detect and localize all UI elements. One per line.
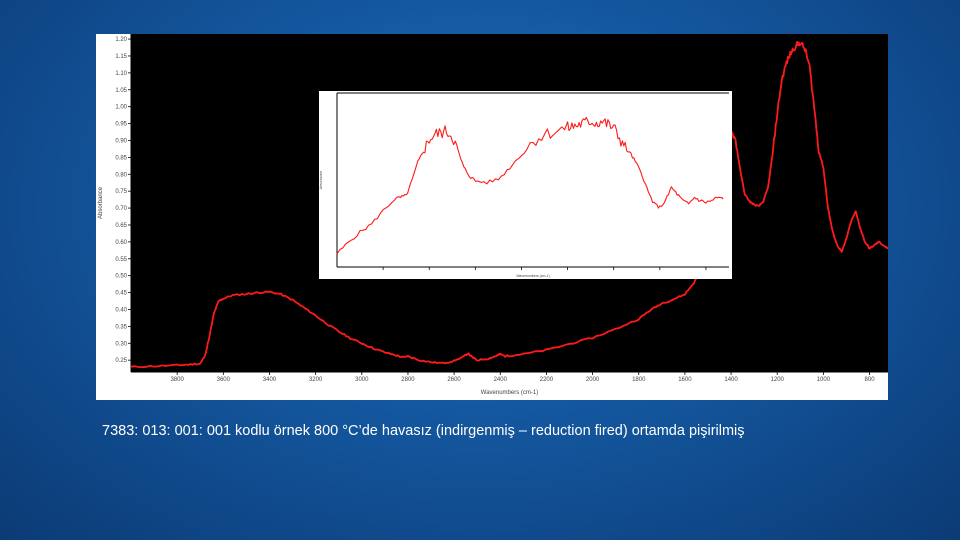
main-y-tick-label: 0.90 [115, 138, 127, 144]
inset-series-line [336, 116, 724, 255]
main-x-tick-label: 3600 [217, 377, 231, 383]
main-x-tick-label: 2200 [540, 377, 554, 383]
main-y-tick-label: 0.65 [115, 223, 127, 229]
main-y-tick-label: 0.70 [115, 206, 127, 212]
main-x-tick-label: 2600 [447, 377, 461, 383]
main-y-tick-label: 0.80 [115, 172, 127, 178]
main-y-tick-label: 0.50 [115, 274, 127, 280]
main-y-tick-label: 0.85 [115, 155, 127, 161]
main-x-tick-label: 2000 [586, 377, 600, 383]
main-y-tick-label: 1.10 [115, 71, 127, 77]
main-x-tick-label: 1000 [817, 377, 831, 383]
main-series-line [130, 41, 888, 369]
main-x-tick-label: 2800 [401, 377, 415, 383]
main-y-tick-label: 0.75 [115, 189, 127, 195]
main-y-tick-label: 1.05 [115, 88, 127, 94]
main-x-tick-label: 1600 [678, 377, 692, 383]
main-x-axis-label: Wavenumbers (cm-1) [481, 390, 538, 396]
figure-caption: 7383: 013: 001: 001 kodlu örnek 800 °C’d… [102, 423, 745, 439]
main-x-tick-label: 1400 [724, 377, 738, 383]
main-y-tick-label: 0.55 [115, 257, 127, 263]
main-y-tick-label: 1.20 [115, 37, 127, 43]
main-x-tick-label: 800 [865, 377, 876, 383]
main-x-tick-label: 3000 [355, 377, 369, 383]
main-chart: 0.25 0.30 0.35 0.40 0.45 0.50 0.55 0.60 0.65 0.70… [96, 34, 888, 400]
inset-y-axis-label: Absorbance [319, 171, 323, 190]
main-y-tick-label: 1.00 [115, 105, 127, 111]
main-y-tick-label: 0.30 [115, 341, 127, 347]
main-x-tick-label: 1200 [771, 377, 785, 383]
main-y-axis-label: Absorbance [98, 186, 104, 219]
main-y-tick-label: 0.25 [115, 358, 127, 364]
main-x-tick-label: 3400 [263, 377, 277, 383]
main-x-tick-label: 2400 [494, 377, 508, 383]
main-y-tick-label: 0.95 [115, 122, 127, 128]
main-y-tick-label: 0.60 [115, 240, 127, 246]
main-y-tick-label: 0.40 [115, 307, 127, 313]
inset-x-axis-label: Wavenumbers (cm-1) [516, 274, 550, 278]
inset-chart-svg: Wavenumbers (cm-1) Absorbance [319, 92, 729, 278]
inset-chart: Wavenumbers (cm-1) Absorbance [319, 91, 732, 279]
main-y-tick-label: 0.45 [115, 291, 127, 297]
main-y-tick-label: 1.15 [115, 54, 127, 60]
main-x-tick-label: 1800 [632, 377, 646, 383]
main-y-tick-label: 0.35 [115, 324, 127, 330]
main-x-tick-label: 3800 [170, 377, 184, 383]
main-x-tick-label: 3200 [309, 377, 323, 383]
